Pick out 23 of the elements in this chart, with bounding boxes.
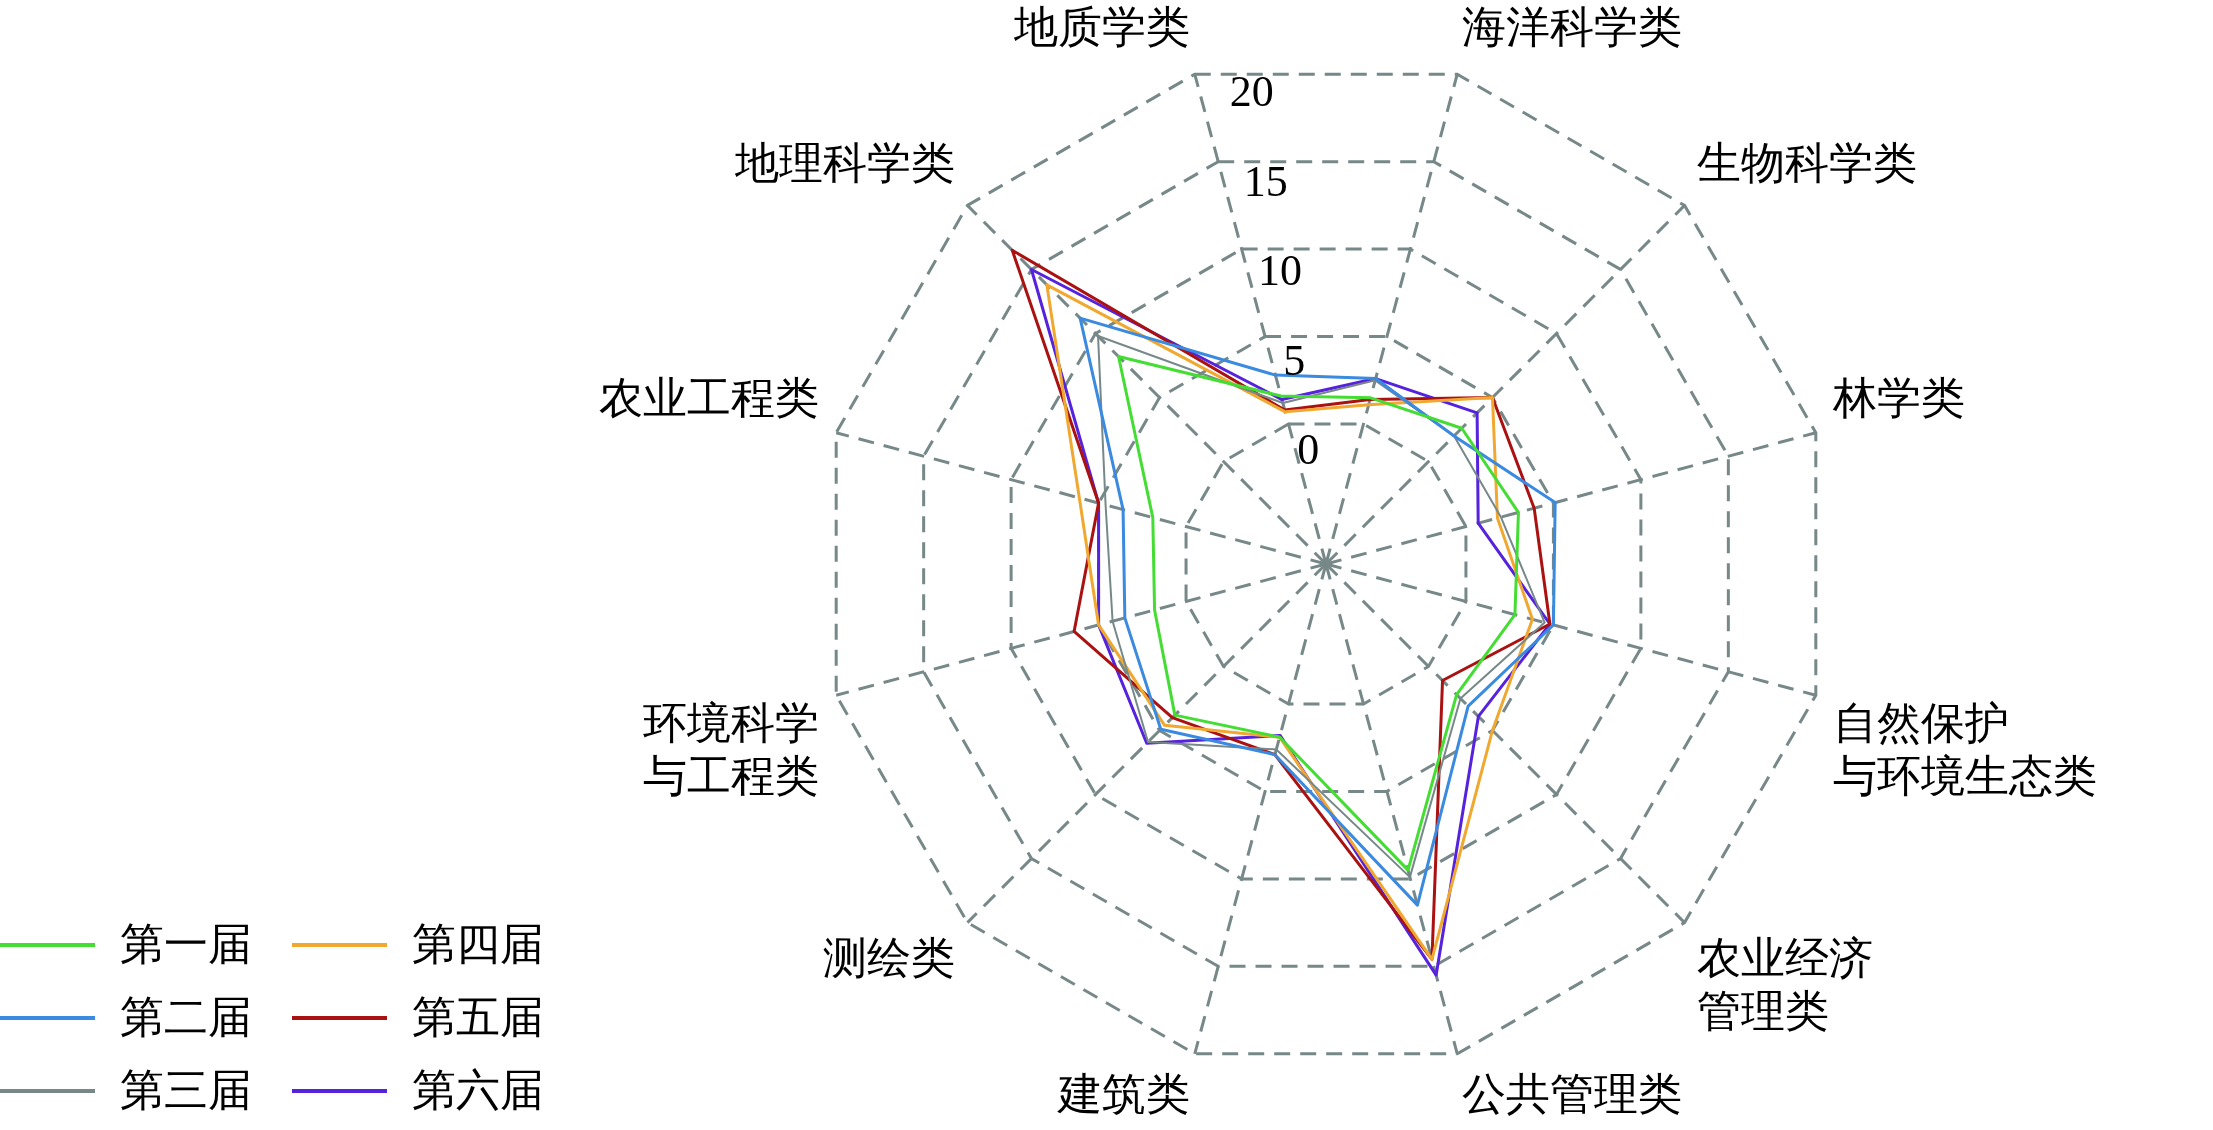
spoke-label: 自然保护与环境生态类 [1833, 698, 2098, 801]
y-tick-label: 0 [1297, 425, 1320, 475]
legend-label: 第六届 [412, 1065, 544, 1117]
spoke-label: 农业工程类 [598, 374, 819, 424]
legend-label: 第一届 [120, 919, 252, 971]
legend-label: 第五届 [412, 992, 544, 1044]
spoke-label: 建筑类 [1057, 1070, 1191, 1120]
y-tick-label: 20 [1229, 67, 1274, 117]
y-tick-label: 5 [1283, 335, 1306, 385]
spoke-label: 环境科学与工程类 [642, 698, 819, 801]
spoke-label: 林学类 [1832, 374, 1966, 424]
y-tick-label: 10 [1258, 246, 1303, 296]
spoke-label: 公共管理类 [1461, 1070, 1682, 1120]
spoke-label: 地理科学类 [733, 138, 955, 188]
spoke-label: 海洋科学类 [1461, 2, 1682, 52]
legend-label: 第三届 [120, 1065, 252, 1117]
y-tick-label: 15 [1243, 156, 1288, 206]
spoke-label: 测绘类 [822, 934, 955, 984]
spoke-label: 生物科学类 [1697, 138, 1918, 188]
legend-label: 第二届 [120, 992, 252, 1044]
legend-label: 第四届 [412, 919, 544, 971]
spoke-label: 农业经济管理类 [1697, 934, 1874, 1037]
spoke-label: 地质学类 [1013, 2, 1191, 52]
